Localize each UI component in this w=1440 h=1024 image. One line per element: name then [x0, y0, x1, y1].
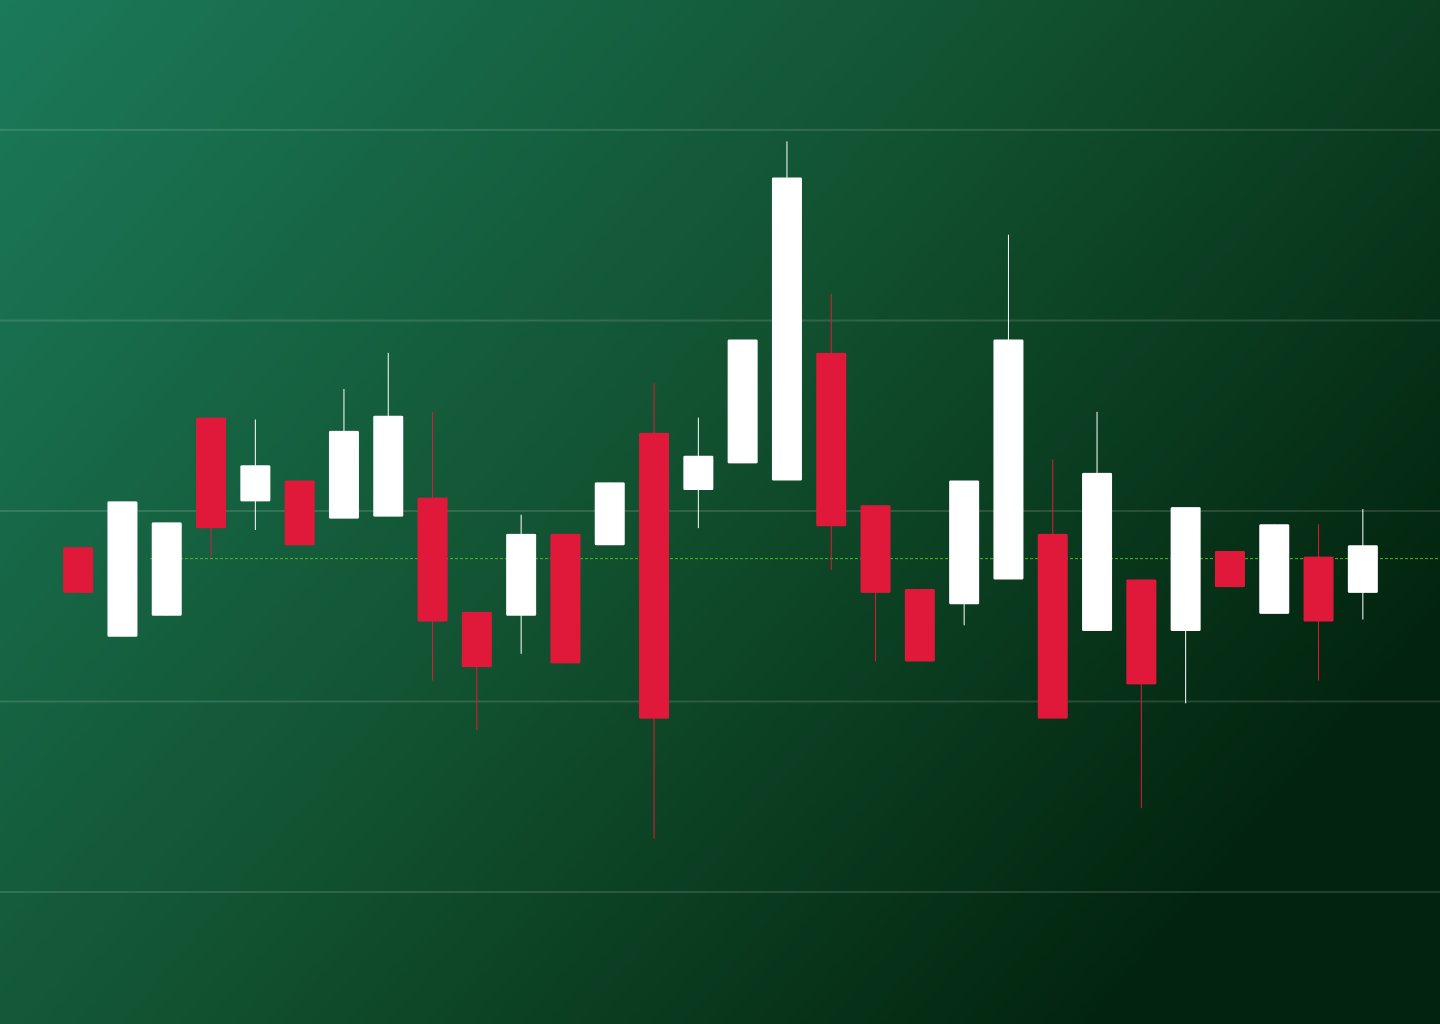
candle-body	[63, 547, 94, 593]
candle-body	[1214, 550, 1245, 588]
candle-body	[904, 589, 935, 662]
candle-body	[816, 352, 847, 527]
candle-body	[107, 501, 138, 637]
candle-body	[328, 430, 359, 519]
candle-body	[860, 505, 891, 593]
candle-body	[594, 482, 625, 546]
candle-body	[1259, 524, 1290, 614]
candle-body	[417, 497, 448, 622]
candle-body	[1037, 533, 1068, 719]
candle-body	[639, 432, 670, 719]
candle-body	[151, 522, 182, 616]
candle-body	[461, 611, 492, 668]
candle-body	[196, 417, 227, 529]
candle-body	[993, 339, 1024, 580]
candle-body	[683, 455, 714, 490]
candle-body	[727, 339, 758, 464]
candle-body	[284, 480, 315, 546]
candle-body	[373, 415, 404, 517]
candle-body	[240, 465, 271, 502]
candle-body	[506, 533, 537, 616]
candle-body	[1170, 507, 1201, 631]
candle-body	[1303, 556, 1334, 622]
candle-body	[1082, 472, 1113, 631]
candle-body	[550, 533, 581, 664]
candle-body	[1126, 579, 1157, 685]
candle-body	[771, 177, 802, 481]
candle-body	[949, 480, 980, 605]
candle-body	[1347, 545, 1378, 593]
